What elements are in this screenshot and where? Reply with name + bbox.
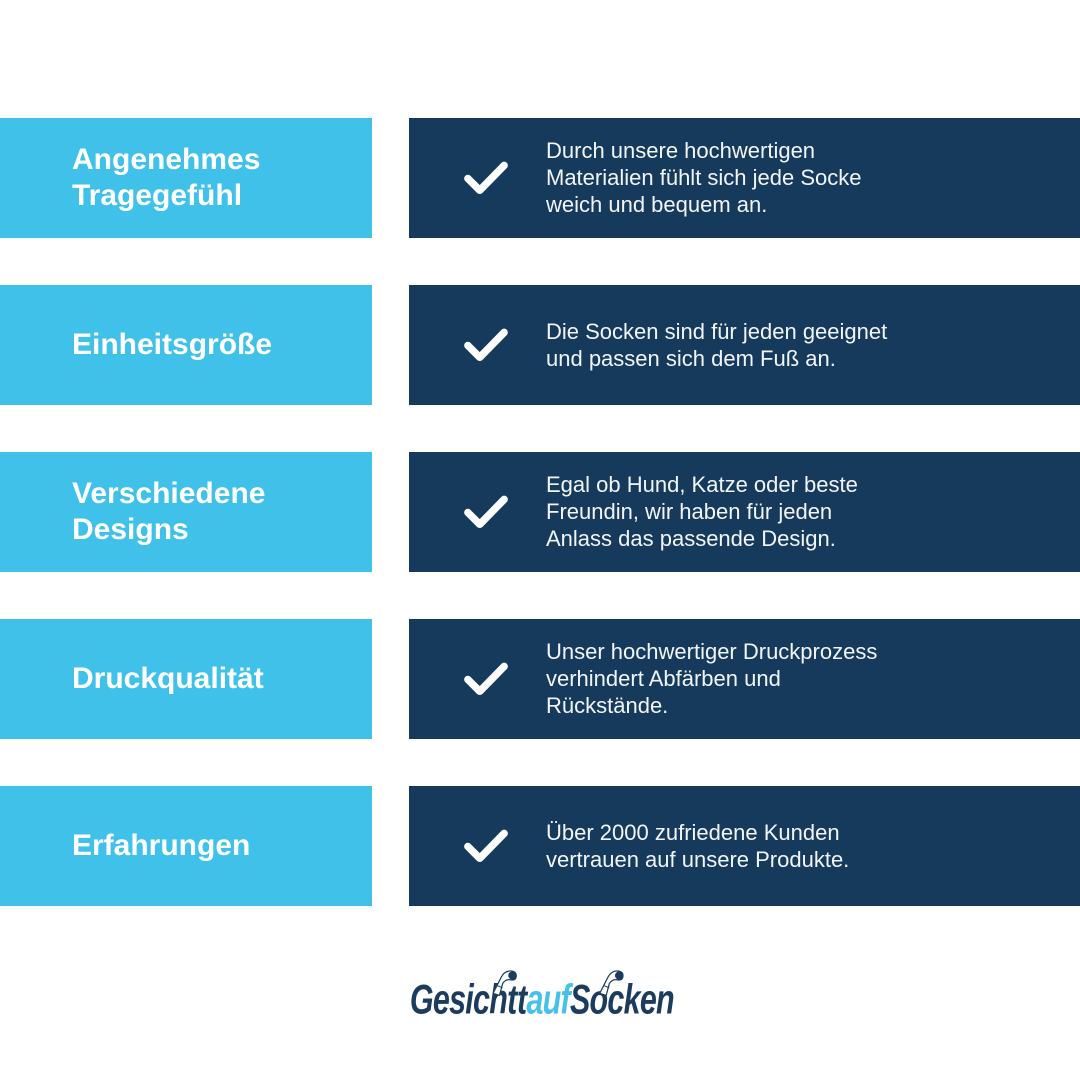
svg-text:GesichttaufSocken: GesichttaufSocken: [410, 976, 674, 1023]
